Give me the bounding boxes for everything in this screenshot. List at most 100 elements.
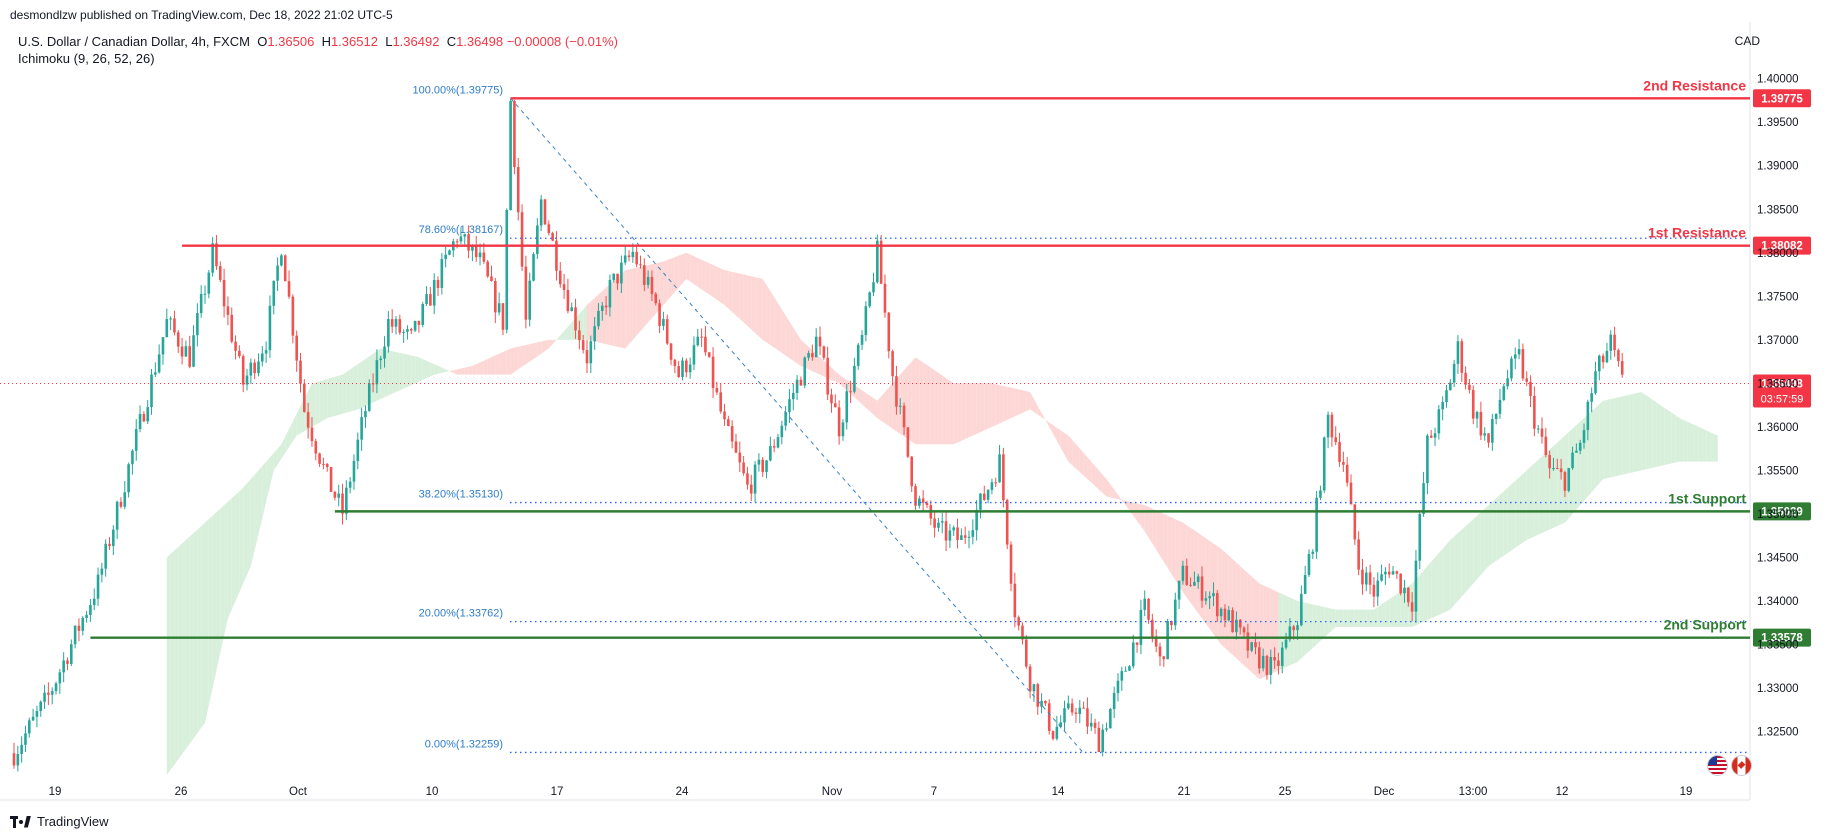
ichimoku-cloud-segment (762, 278, 767, 343)
candle-body (600, 305, 604, 311)
candle-body (1063, 708, 1066, 723)
us-flag-icon[interactable] (1707, 755, 1728, 776)
tradingview-logo[interactable]: TradingView (10, 814, 109, 829)
ichimoku-cloud-segment (1499, 491, 1504, 559)
ichimoku-cloud-segment (1641, 392, 1646, 471)
candle-body (994, 482, 998, 484)
ichimoku-cloud-segment (1469, 519, 1474, 588)
ichimoku-cloud-segment (1053, 425, 1057, 441)
candle-body (646, 276, 650, 285)
candle-body (818, 336, 822, 347)
ichimoku-cloud-segment (961, 383, 966, 441)
candle-body (746, 473, 749, 485)
candle-body (742, 462, 745, 474)
candle-body (1407, 587, 1410, 603)
candle-body (264, 350, 268, 354)
ichimoku-cloud-segment (178, 543, 183, 760)
ichimoku-cloud-segment (457, 368, 461, 375)
ichimoku-cloud-segment (166, 553, 171, 775)
candle-body (528, 280, 531, 320)
ichimoku-cloud-segment (682, 252, 687, 284)
candle-body (394, 319, 398, 327)
candle-body (1620, 361, 1624, 375)
candle-body (1143, 598, 1147, 610)
y-axis-tick-label: 1.36500 (1757, 378, 1799, 390)
ichimoku-cloud-segment (1698, 426, 1703, 462)
candle-body (597, 310, 600, 327)
candle-body (784, 412, 787, 426)
ichimoku-cloud-segment (934, 370, 939, 445)
ichimoku-cloud-segment (613, 277, 618, 347)
candle-body (673, 359, 677, 367)
ichimoku-cloud-segment (468, 365, 473, 375)
ichimoku-cloud-segment (1095, 466, 1099, 490)
candle-body (1590, 393, 1593, 402)
ichimoku-cloud-segment (1156, 510, 1160, 556)
ichimoku-cloud-segment (1519, 473, 1523, 546)
candle-body (1567, 468, 1571, 491)
candle-body (203, 293, 207, 295)
ichimoku-cloud-segment (915, 357, 920, 445)
candle-body (409, 329, 413, 331)
ichimoku-cloud-segment (380, 348, 385, 399)
candle-body (1330, 414, 1334, 438)
ichimoku-cloud-segment (441, 367, 446, 373)
candle-body (853, 365, 856, 392)
candle-body (539, 199, 543, 226)
x-axis-tick-label: Nov (822, 786, 843, 798)
candle-body (329, 467, 333, 492)
indicator-legend[interactable]: Ichimoku (9, 26, 52, 26) (18, 51, 155, 66)
ichimoku-cloud-segment (525, 344, 530, 365)
ichimoku-cloud-segment (1496, 494, 1500, 561)
candle-body (1112, 692, 1116, 709)
candle-body (891, 351, 894, 377)
candle-body (261, 353, 264, 362)
candle-body (1483, 433, 1486, 436)
ichimoku-cloud-segment (758, 278, 763, 340)
ichimoku-cloud-segment (926, 365, 931, 445)
y-axis-tick-label: 1.38000 (1757, 248, 1799, 260)
candle-body (956, 527, 959, 540)
candle-body (910, 456, 913, 487)
candle-body (119, 501, 123, 507)
ichimoku-cloud-segment (514, 346, 519, 373)
candle-body (688, 364, 692, 373)
candle-body (520, 212, 524, 267)
candle-body (1578, 442, 1582, 451)
candle-body (295, 335, 298, 361)
ichimoku-cloud-segment (1064, 432, 1069, 462)
candle-body (299, 360, 302, 384)
ichimoku-cloud-segment (697, 258, 702, 290)
candle-body (780, 425, 784, 438)
candle-body (364, 410, 367, 418)
candle-body (627, 255, 631, 258)
candle-body (1181, 565, 1185, 581)
canada-flag-icon[interactable] (1731, 755, 1752, 776)
ichimoku-cloud-segment (1626, 394, 1630, 474)
candle-body (169, 318, 172, 320)
ichimoku-cloud-segment (1389, 596, 1394, 628)
ichimoku-cloud-segment (285, 429, 290, 453)
ichimoku-cloud-segment (1484, 505, 1489, 571)
candle-body (620, 262, 623, 284)
ichimoku-cloud-segment (460, 367, 465, 375)
ichimoku-cloud-segment (426, 360, 431, 379)
ichimoku-cloud-segment (770, 291, 775, 348)
candle-body (249, 362, 253, 376)
candle-body (967, 536, 971, 538)
candle-body (379, 358, 383, 361)
resistance-label: 1st Resistance (1648, 225, 1746, 241)
ichimoku-cloud-segment (289, 421, 293, 448)
candle-body (287, 281, 291, 297)
ichimoku-cloud-segment (239, 487, 244, 593)
ichimoku-cloud-segment (1305, 602, 1309, 655)
ichimoku-cloud-segment (170, 550, 175, 770)
candle-body (1151, 619, 1154, 637)
candle-body (310, 427, 314, 442)
ichimoku-cloud-segment (1431, 557, 1436, 619)
ichimoku-cloud-segment (1274, 590, 1279, 673)
candle-body (1078, 707, 1082, 714)
fib-level-label: 100.00%(1.39775) (412, 84, 503, 96)
candle-body (150, 374, 153, 408)
